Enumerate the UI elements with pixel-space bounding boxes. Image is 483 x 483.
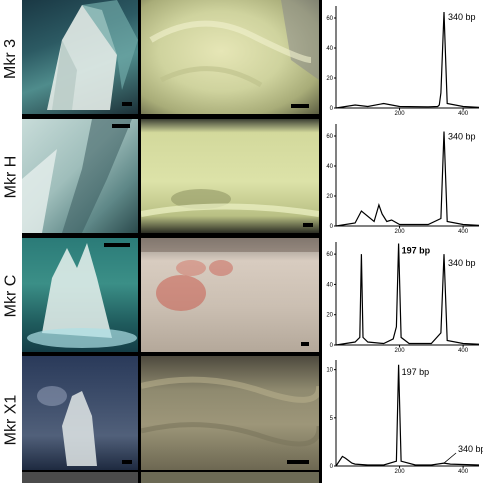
y-tick-label: 60 [326, 252, 333, 258]
sample-texture [141, 238, 319, 311]
x-tick-label: 200 [395, 229, 406, 235]
x-tick-label: 200 [395, 111, 406, 117]
next-row-photo-strip [141, 472, 319, 483]
sample-photo-mkrh [141, 119, 319, 233]
y-tick-label: 60 [326, 16, 333, 22]
chimney-photo-mkr3 [22, 0, 138, 114]
trace-line [335, 11, 480, 109]
row-label-text: Mkr 3 [2, 39, 19, 79]
chart-panel-4: 10 5 0 200 400 197 bp 340 bp [326, 360, 483, 475]
y-tick-label: 20 [326, 76, 333, 82]
x-tick-label: 200 [395, 469, 406, 475]
row-label-text: Mkr C [2, 274, 19, 318]
scale-bar [112, 124, 130, 128]
y-tick-label: 0 [330, 464, 334, 470]
x-tick-label: 400 [458, 348, 469, 354]
x-tick-label: 400 [458, 111, 469, 117]
sample-texture [141, 189, 319, 217]
scale-bar [301, 342, 309, 346]
sample-photo-mkr3 [141, 0, 319, 114]
row-label-mkr3: Mkr 3 [0, 0, 22, 118]
sample-photo-mkrc [141, 238, 319, 352]
row-label-text: Mkr H [2, 155, 19, 199]
row-label-mkrc: Mkr C [0, 236, 22, 356]
peak-label: 197 bp [402, 367, 430, 377]
scale-bar [104, 243, 130, 247]
y-tick-label: 20 [326, 194, 333, 200]
sample-photo-mkrx1 [141, 356, 319, 470]
sample-texture [149, 0, 319, 88]
chimney-shape [27, 243, 137, 348]
x-tick-label: 400 [458, 469, 469, 475]
y-tick-label: 40 [326, 164, 333, 170]
peak-label: 340 bp [458, 444, 483, 454]
trace-line [335, 243, 480, 346]
y-tick-label: 5 [330, 416, 334, 422]
scale-bar [287, 460, 309, 464]
scale-bar [303, 223, 313, 227]
chimney-shape [47, 0, 138, 110]
chimney-photo-mkrh [22, 119, 138, 233]
trace-line [335, 131, 480, 227]
scale-bar [122, 460, 132, 464]
scale-bar [291, 104, 309, 108]
peak-label: 340 bp [448, 258, 476, 268]
row-label-mkrh: Mkr H [0, 118, 22, 236]
y-tick-label: 0 [330, 106, 334, 112]
row-label-text: Mkr X1 [2, 394, 20, 445]
peak-pointer [443, 452, 457, 464]
y-tick-label: 60 [326, 134, 333, 140]
x-tick-label: 200 [395, 348, 406, 354]
sample-texture [141, 376, 319, 447]
y-tick-label: 20 [326, 313, 333, 319]
chimney-photo-mkrc [22, 238, 138, 352]
y-tick-label: 0 [330, 343, 334, 349]
x-tick-label: 400 [458, 229, 469, 235]
chimney-photo-mkrx1 [22, 356, 138, 470]
y-tick-label: 10 [326, 368, 333, 374]
chimney-shape [37, 386, 97, 466]
trace-line [335, 364, 480, 467]
y-tick-label: 0 [330, 224, 334, 230]
scale-bar [122, 102, 132, 106]
row-label-mkrx1: Mkr X1 [0, 356, 22, 483]
peak-label: 340 bp [448, 12, 476, 22]
peak-label: 197 bp [402, 246, 431, 256]
peak-label: 340 bp [448, 132, 476, 142]
y-tick-label: 40 [326, 46, 333, 52]
next-row-photo-strip [22, 472, 138, 483]
y-tick-label: 40 [326, 282, 333, 288]
chimney-shape [22, 119, 132, 233]
